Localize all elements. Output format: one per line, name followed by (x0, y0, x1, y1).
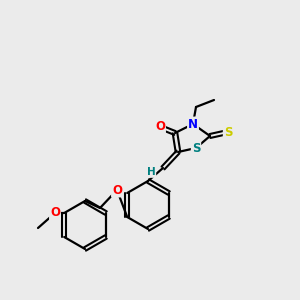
Text: O: O (50, 206, 60, 220)
Text: H: H (147, 167, 155, 177)
Text: S: S (192, 142, 200, 154)
Text: O: O (112, 184, 122, 196)
Text: N: N (188, 118, 198, 130)
Text: O: O (155, 121, 165, 134)
Text: S: S (224, 125, 232, 139)
